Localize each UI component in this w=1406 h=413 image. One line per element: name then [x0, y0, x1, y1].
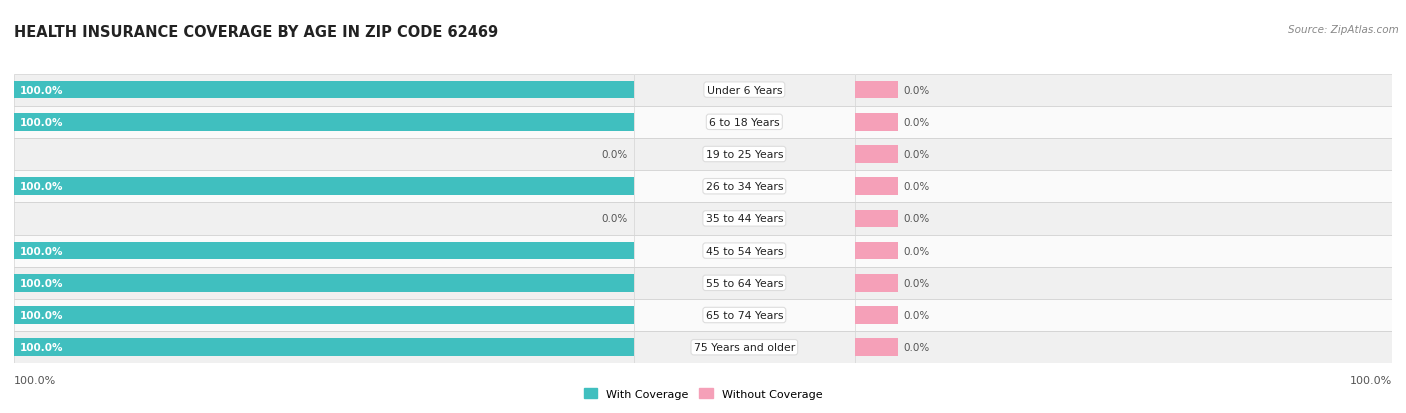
Text: 65 to 74 Years: 65 to 74 Years — [706, 310, 783, 320]
Text: Under 6 Years: Under 6 Years — [707, 85, 782, 95]
Text: 0.0%: 0.0% — [903, 278, 929, 288]
Bar — [634, 74, 855, 107]
Bar — [14, 74, 634, 107]
Bar — [855, 203, 1392, 235]
Text: 26 to 34 Years: 26 to 34 Years — [706, 182, 783, 192]
Bar — [855, 331, 1392, 363]
Bar — [634, 235, 855, 267]
Bar — [634, 203, 855, 235]
Bar — [855, 306, 897, 324]
Bar — [855, 114, 897, 131]
Bar — [14, 242, 634, 260]
Bar — [855, 235, 1392, 267]
Bar — [855, 82, 897, 99]
Bar — [14, 139, 634, 171]
Bar — [14, 306, 634, 324]
Bar — [855, 299, 1392, 331]
Bar — [14, 171, 634, 203]
Text: 0.0%: 0.0% — [903, 342, 929, 352]
Text: 100.0%: 100.0% — [20, 246, 63, 256]
Bar — [855, 139, 1392, 171]
Text: 0.0%: 0.0% — [903, 310, 929, 320]
Text: 19 to 25 Years: 19 to 25 Years — [706, 150, 783, 160]
Bar — [855, 107, 1392, 139]
Text: 35 to 44 Years: 35 to 44 Years — [706, 214, 783, 224]
Legend: With Coverage, Without Coverage: With Coverage, Without Coverage — [579, 384, 827, 404]
Text: 55 to 64 Years: 55 to 64 Years — [706, 278, 783, 288]
Text: 0.0%: 0.0% — [903, 214, 929, 224]
Text: HEALTH INSURANCE COVERAGE BY AGE IN ZIP CODE 62469: HEALTH INSURANCE COVERAGE BY AGE IN ZIP … — [14, 25, 498, 40]
Bar — [14, 331, 634, 363]
Bar — [14, 299, 634, 331]
Text: 100.0%: 100.0% — [14, 375, 56, 385]
Bar — [855, 171, 1392, 203]
Bar — [855, 146, 897, 164]
Text: 6 to 18 Years: 6 to 18 Years — [709, 118, 780, 128]
Bar — [855, 178, 897, 196]
Bar — [855, 339, 897, 356]
Bar — [855, 274, 897, 292]
Bar — [855, 210, 897, 228]
Bar — [14, 203, 634, 235]
Bar — [14, 114, 634, 131]
Text: 100.0%: 100.0% — [1350, 375, 1392, 385]
Bar — [634, 139, 855, 171]
Text: 100.0%: 100.0% — [20, 85, 63, 95]
Bar — [634, 331, 855, 363]
Text: Source: ZipAtlas.com: Source: ZipAtlas.com — [1288, 25, 1399, 35]
Text: 100.0%: 100.0% — [20, 342, 63, 352]
Bar — [634, 171, 855, 203]
Text: 75 Years and older: 75 Years and older — [693, 342, 794, 352]
Bar — [855, 242, 897, 260]
Text: 100.0%: 100.0% — [20, 182, 63, 192]
Text: 100.0%: 100.0% — [20, 278, 63, 288]
Bar — [14, 107, 634, 139]
Bar — [634, 267, 855, 299]
Bar — [634, 107, 855, 139]
Text: 0.0%: 0.0% — [602, 150, 628, 160]
Bar — [14, 235, 634, 267]
Bar — [855, 267, 1392, 299]
Text: 0.0%: 0.0% — [903, 150, 929, 160]
Bar — [14, 82, 634, 99]
Bar — [14, 274, 634, 292]
Bar — [14, 339, 634, 356]
Bar — [14, 178, 634, 196]
Text: 0.0%: 0.0% — [903, 85, 929, 95]
Bar — [14, 267, 634, 299]
Text: 0.0%: 0.0% — [903, 118, 929, 128]
Text: 0.0%: 0.0% — [602, 214, 628, 224]
Text: 0.0%: 0.0% — [903, 182, 929, 192]
Text: 45 to 54 Years: 45 to 54 Years — [706, 246, 783, 256]
Text: 0.0%: 0.0% — [903, 246, 929, 256]
Bar — [634, 299, 855, 331]
Bar — [855, 74, 1392, 107]
Text: 100.0%: 100.0% — [20, 310, 63, 320]
Text: 100.0%: 100.0% — [20, 118, 63, 128]
